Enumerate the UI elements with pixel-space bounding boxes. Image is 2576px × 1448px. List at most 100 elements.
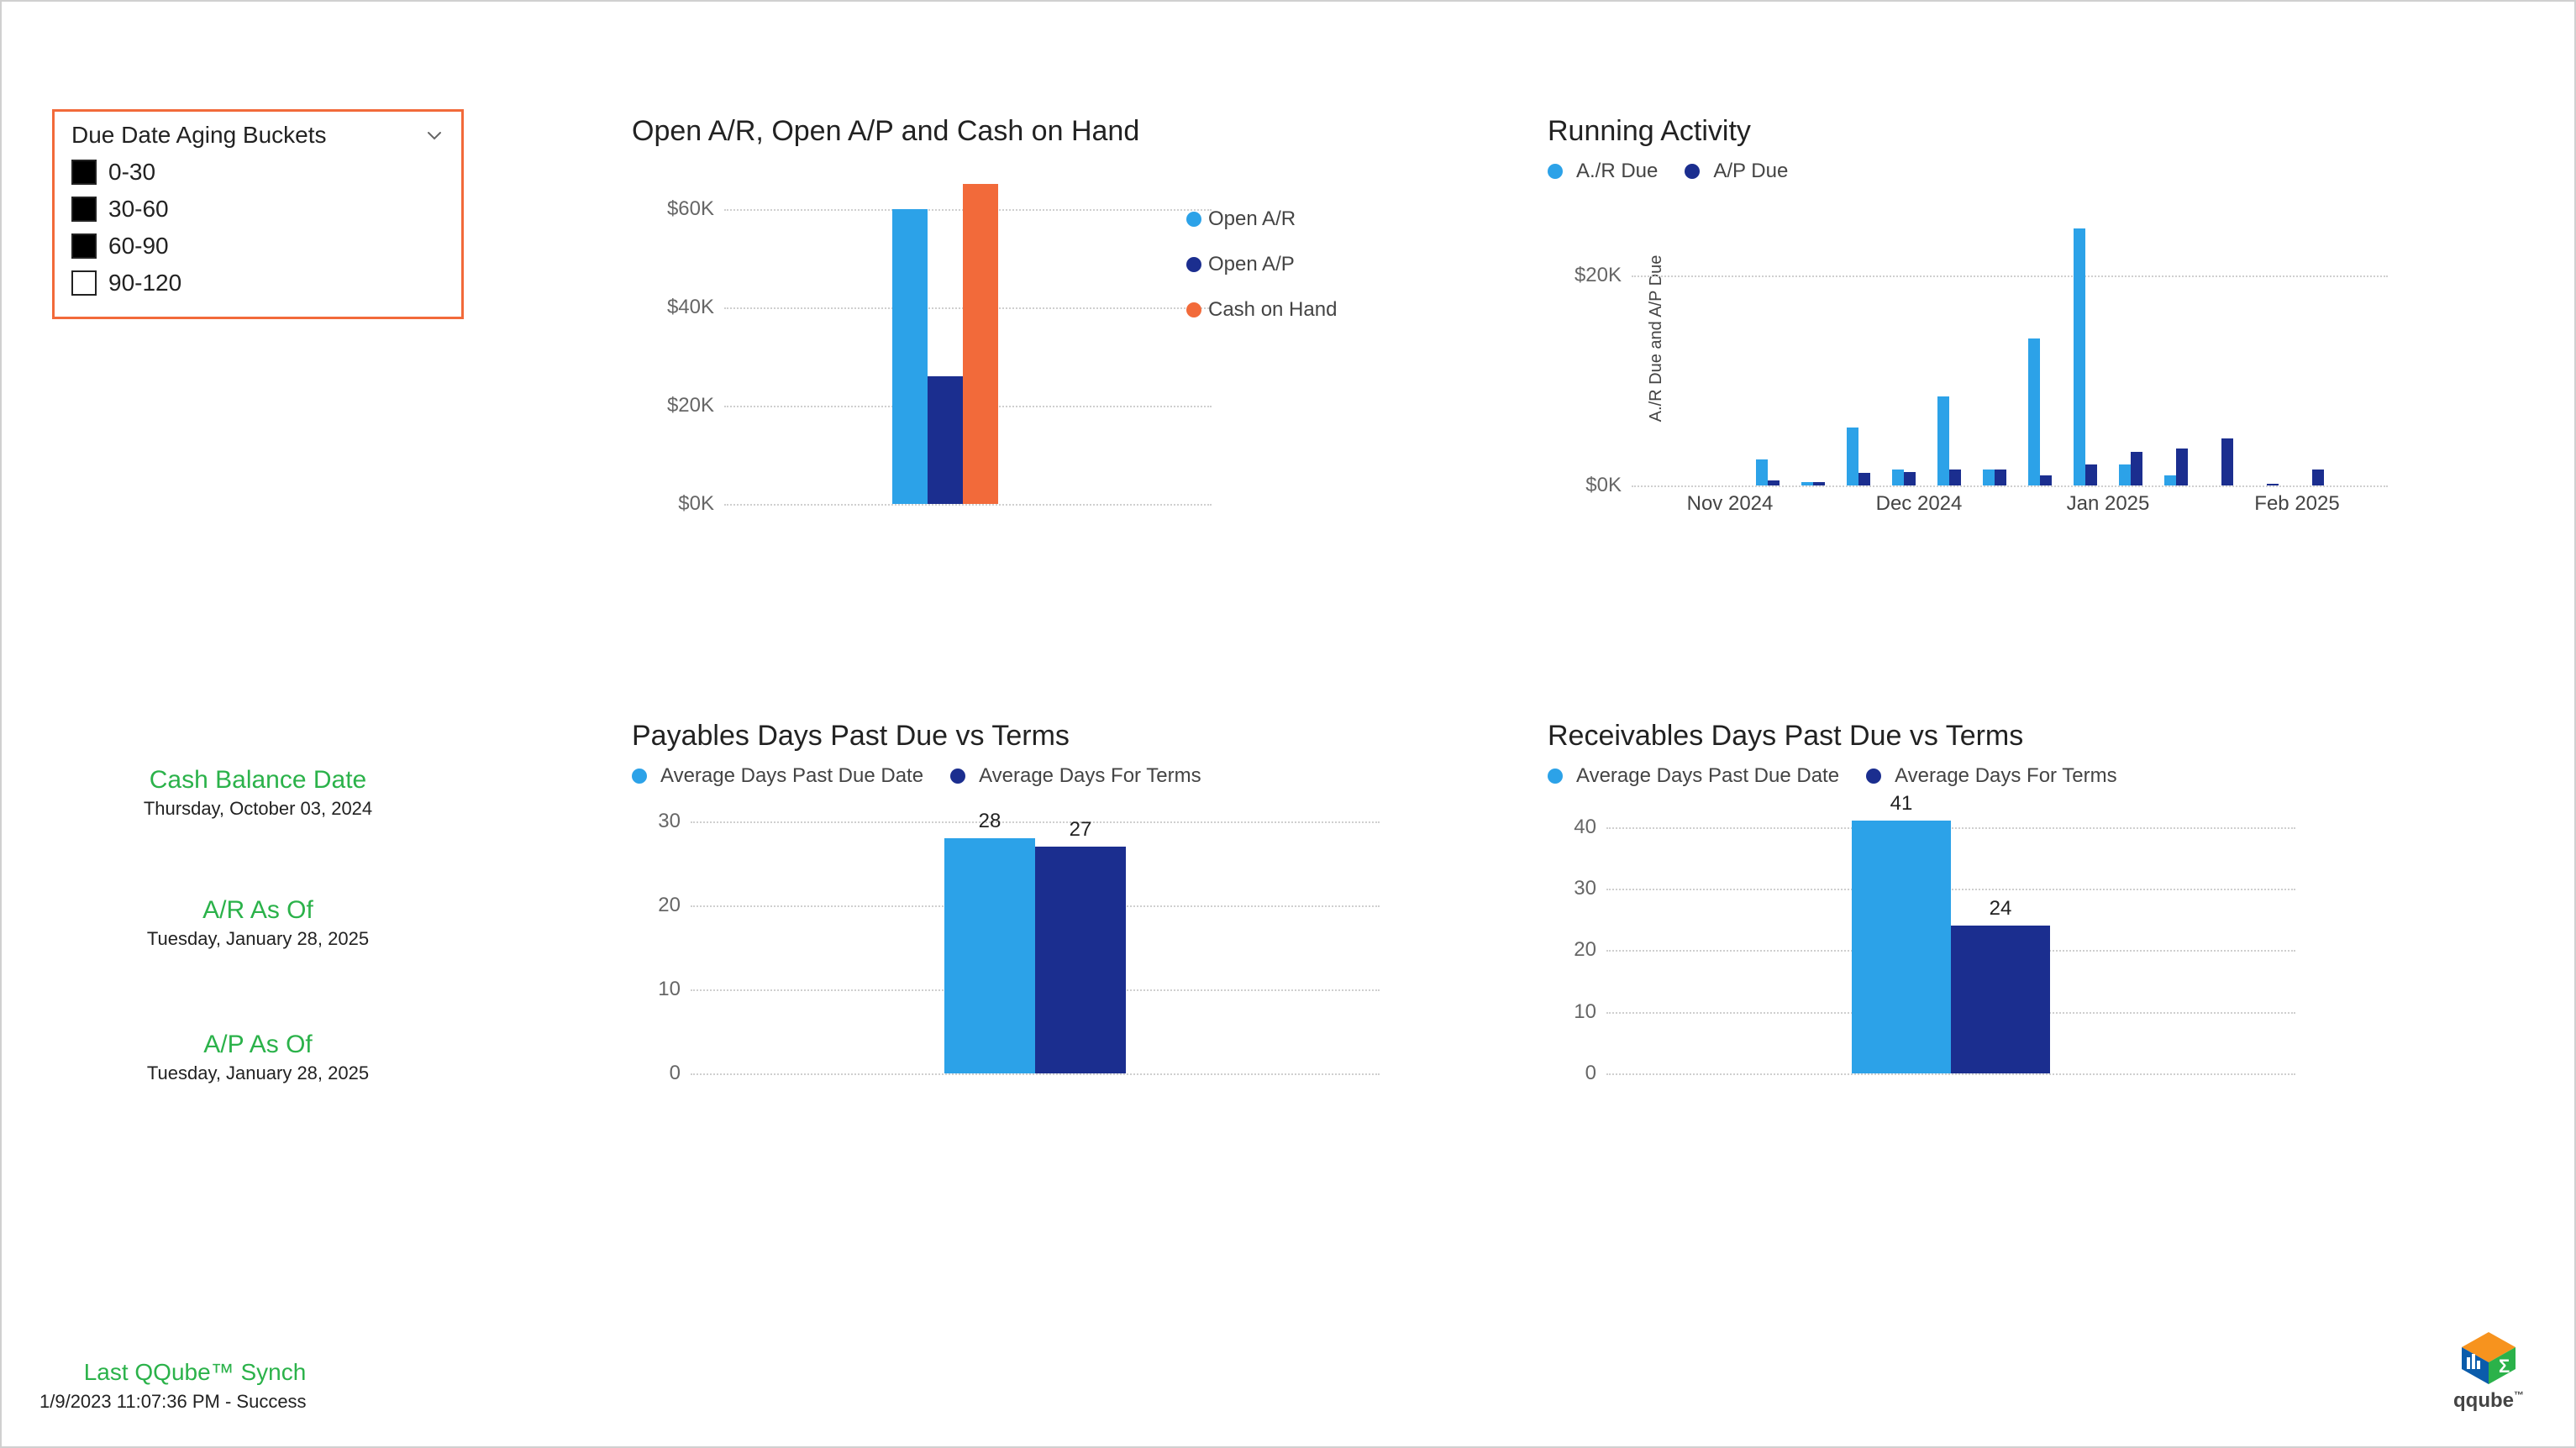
checkbox-icon[interactable] (71, 270, 97, 296)
cash-balance-date: Thursday, October 03, 2024 (52, 798, 464, 820)
bar-ar[interactable] (1892, 470, 1904, 485)
bar-ar[interactable] (1983, 470, 1995, 485)
sync-detail: 1/9/2023 11:07:36 PM - Success (39, 1391, 350, 1413)
chart2-ylabel: A./R Due and A/P Due (1647, 255, 1666, 422)
legend-dot-icon (1866, 769, 1881, 784)
bar-ar[interactable] (2119, 464, 2131, 485)
bar-openar[interactable] (892, 209, 928, 504)
ytick-label: 10 (1554, 1000, 1596, 1024)
chart2-title: Running Activity (1548, 115, 2455, 148)
legend-dot-icon (632, 769, 647, 784)
slicer-title: Due Date Aging Buckets (71, 122, 327, 149)
cash-balance-title: Cash Balance Date (52, 766, 464, 795)
legend-item: Open A/R (1186, 207, 1337, 231)
bar-value-label: 27 (1070, 818, 1092, 842)
bar-ar[interactable] (1756, 459, 1768, 485)
bar-ar[interactable] (2028, 338, 2040, 485)
sync-title: Last QQube™ Synch (39, 1359, 350, 1386)
ap-asof-date: Tuesday, January 28, 2025 (52, 1062, 464, 1084)
ytick-label: 20 (1554, 938, 1596, 962)
legend-dot-icon (1548, 164, 1563, 179)
running-activity-chart[interactable]: Running Activity A./R Due A/P Due A./R Du… (1548, 115, 2455, 585)
slicer-item-90120[interactable]: 90-120 (71, 265, 444, 302)
bar-ar[interactable] (1937, 396, 1949, 485)
legend-item: A/P Due (1713, 160, 1788, 183)
bar[interactable] (944, 838, 1035, 1073)
ap-asof-info: A/P As Of Tuesday, January 28, 2025 (52, 1031, 464, 1084)
ytick-label: 0 (1554, 1062, 1596, 1085)
bar-ap[interactable] (1949, 470, 1961, 485)
ytick-label: $0K (639, 492, 714, 516)
payables-days-chart[interactable]: Payables Days Past Due vs Terms Average … (632, 720, 1405, 1157)
chart2-legend: A./R Due A/P Due (1548, 160, 2455, 183)
bar-ar[interactable] (1847, 428, 1858, 485)
receivables-days-chart[interactable]: Receivables Days Past Due vs Terms Avera… (1548, 720, 2321, 1157)
svg-text:Σ: Σ (2499, 1356, 2510, 1377)
dashboard-canvas: Due Date Aging Buckets 0-30 30-60 60-9090-… (2, 2, 2574, 1446)
chart1-plot: $0K$20K$40K$60K (724, 160, 1212, 504)
bar-ap[interactable] (1904, 472, 1916, 485)
ytick-label: 30 (1554, 877, 1596, 900)
legend-dot-icon (1548, 769, 1563, 784)
bar-ap[interactable] (2085, 464, 2097, 485)
bar-ap[interactable] (1768, 480, 1780, 485)
slicer-item-6090[interactable]: 60-90 (71, 228, 444, 265)
bar-ap[interactable] (1813, 482, 1825, 485)
ytick-label: $20K (1546, 264, 1622, 287)
legend-item: A./R Due (1576, 160, 1658, 183)
ytick-label: 20 (639, 894, 681, 917)
last-sync-info: Last QQube™ Synch 1/9/2023 11:07:36 PM -… (39, 1359, 350, 1413)
bar-ap[interactable] (2131, 452, 2142, 485)
bar[interactable] (1852, 821, 1951, 1073)
slicer-item-label: 0-30 (108, 159, 155, 186)
bar-ap[interactable] (2312, 470, 2324, 485)
xtick-label: Jan 2025 (2067, 492, 2150, 516)
aging-buckets-slicer[interactable]: Due Date Aging Buckets 0-30 30-60 60-9090-… (52, 109, 464, 319)
checkbox-icon[interactable] (71, 160, 97, 185)
ytick-label: $20K (639, 394, 714, 417)
bar-ar[interactable] (2164, 475, 2176, 486)
bar-ap[interactable] (2176, 449, 2188, 485)
legend-item: Open A/P (1186, 253, 1337, 276)
bar[interactable] (1951, 926, 2050, 1073)
bar-ar[interactable] (2074, 228, 2085, 485)
bar-ap[interactable] (1858, 473, 1870, 485)
chart3-plot: 01020302827 (691, 796, 1380, 1073)
chart4-title: Receivables Days Past Due vs Terms (1548, 720, 2321, 753)
cash-balance-info: Cash Balance Date Thursday, October 03, … (52, 766, 464, 820)
ytick-label: 10 (639, 978, 681, 1001)
ar-asof-info: A/R As Of Tuesday, January 28, 2025 (52, 896, 464, 950)
slicer-item-3060[interactable]: 30-60 (71, 191, 444, 228)
bar-cashonhand[interactable] (963, 184, 998, 504)
bar-openap[interactable] (928, 376, 963, 504)
slicer-item-label: 30-60 (108, 196, 169, 223)
checkbox-icon[interactable] (71, 233, 97, 259)
legend-item: Average Days For Terms (1895, 764, 2117, 788)
bar[interactable] (1035, 847, 1126, 1073)
bar-ap[interactable] (2040, 475, 2052, 486)
xtick-label: Nov 2024 (1687, 492, 1774, 516)
bar-value-label: 24 (1990, 897, 2012, 921)
chart1-legend: Open A/R Open A/P Cash on Hand (1186, 207, 1337, 322)
open-ar-ap-cash-chart[interactable]: Open A/R, Open A/P and Cash on Hand $0K$… (632, 115, 1472, 585)
bar-ap[interactable] (1995, 470, 2006, 485)
ar-asof-title: A/R As Of (52, 896, 464, 925)
bar-ar[interactable] (1801, 482, 1813, 485)
bar-ap[interactable] (2267, 484, 2279, 486)
chevron-down-icon (424, 125, 444, 145)
slicer-header[interactable]: Due Date Aging Buckets (71, 122, 444, 154)
qqube-logo: Σ qqube™ (2453, 1329, 2524, 1413)
legend-dot-icon (1186, 302, 1201, 317)
bar-ap[interactable] (2221, 438, 2233, 485)
chart3-legend: Average Days Past Due DateAverage Days F… (632, 764, 1405, 788)
xtick-label: Feb 2025 (2254, 492, 2339, 516)
ytick-label: 30 (639, 810, 681, 833)
checkbox-icon[interactable] (71, 197, 97, 222)
ar-asof-date: Tuesday, January 28, 2025 (52, 928, 464, 950)
legend-item: Cash on Hand (1186, 298, 1337, 322)
bar-value-label: 41 (1890, 792, 1913, 816)
chart1-title: Open A/R, Open A/P and Cash on Hand (632, 115, 1472, 148)
slicer-item-030[interactable]: 0-30 (71, 154, 444, 191)
legend-item: Average Days Past Due Date (1576, 764, 1839, 788)
legend-item: Average Days Past Due Date (660, 764, 923, 788)
